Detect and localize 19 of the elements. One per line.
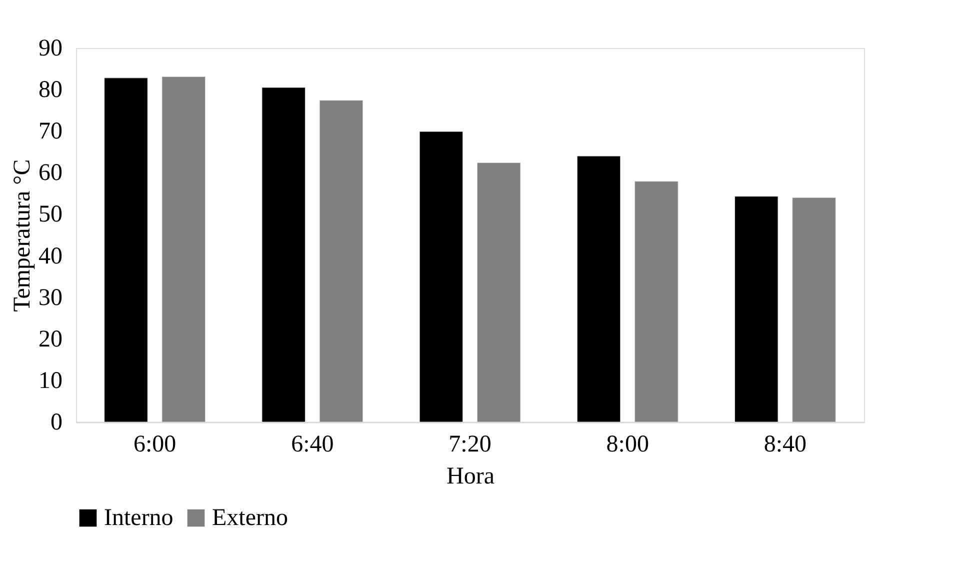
x-tick-label: 6:00 bbox=[133, 432, 176, 458]
x-tick-label: 8:00 bbox=[606, 432, 649, 458]
y-tick-label: 90 bbox=[38, 36, 62, 62]
y-tick-label: 80 bbox=[38, 77, 62, 104]
legend-label: Interno bbox=[104, 505, 174, 531]
x-tick-label: 6:40 bbox=[291, 432, 334, 458]
legend-label: Externo bbox=[212, 505, 288, 531]
y-tick-label: 40 bbox=[38, 243, 62, 270]
x-axis-title: Hora bbox=[446, 464, 495, 490]
x-tick-label: 8:40 bbox=[764, 432, 807, 458]
y-tick-label: 70 bbox=[38, 118, 62, 145]
y-tick-label: 10 bbox=[38, 368, 62, 394]
y-axis-title: Temperatura °C bbox=[10, 159, 36, 312]
y-tick-label: 30 bbox=[38, 284, 62, 311]
y-tick-label: 0 bbox=[50, 410, 62, 436]
y-tick-label: 20 bbox=[38, 326, 62, 352]
y-tick-label: 60 bbox=[38, 160, 62, 186]
x-tick-label: 7:20 bbox=[448, 432, 492, 458]
y-tick-label: 50 bbox=[38, 202, 62, 228]
